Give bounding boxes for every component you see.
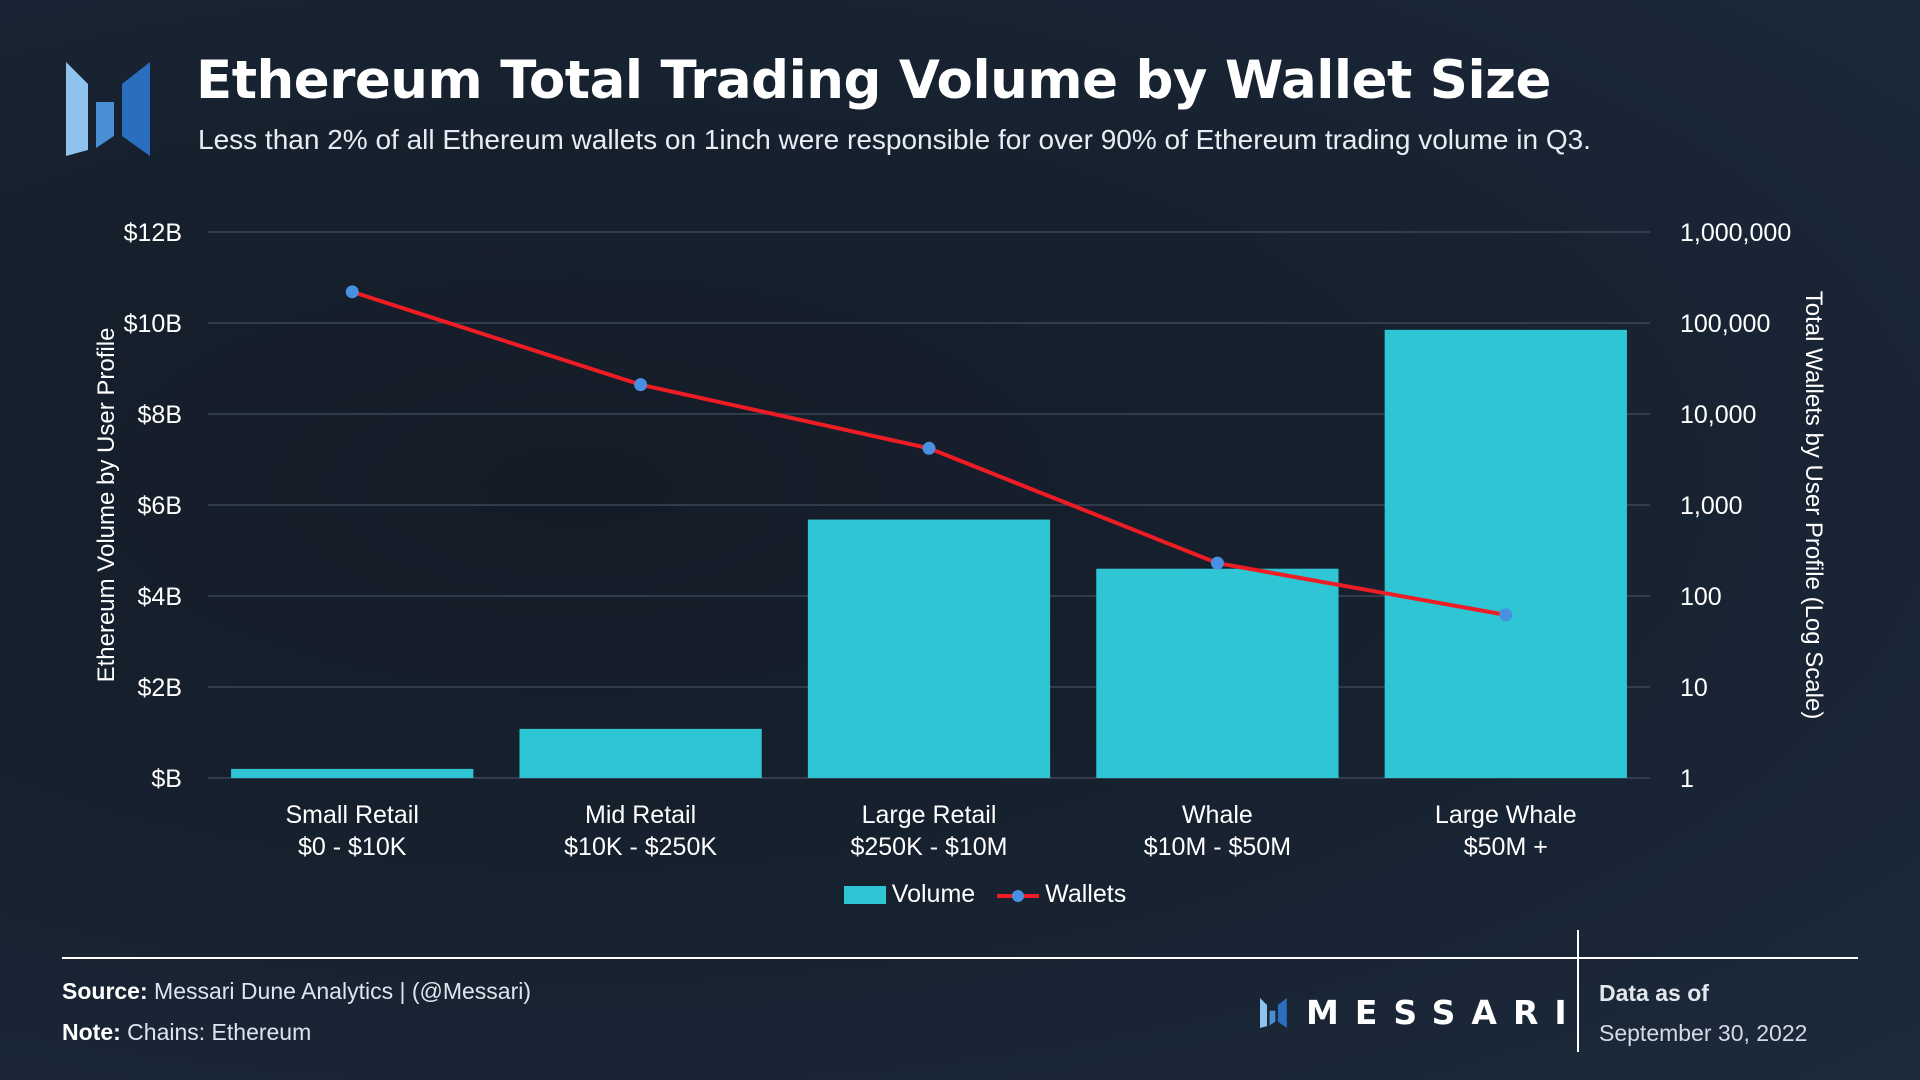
messari-small-logo-icon xyxy=(1260,997,1287,1028)
source-label: Source: xyxy=(62,978,148,1004)
chart-subtitle: Less than 2% of all Ethereum wallets on … xyxy=(198,124,1591,155)
y2-tick-label: 10 xyxy=(1680,674,1708,702)
y-tick-label: $8B xyxy=(138,401,182,429)
y2-tick-label: 1,000 xyxy=(1680,492,1743,520)
wallets-point xyxy=(1499,608,1513,622)
legend-item-wallets: Wallets xyxy=(997,880,1126,909)
data-as-of-date: September 30, 2022 xyxy=(1599,1020,1808,1046)
chart-title: Ethereum Total Trading Volume by Wallet … xyxy=(196,50,1551,111)
brand-logo: MESSARI xyxy=(1258,993,1583,1032)
x-tick-label: Large Retail xyxy=(862,801,997,829)
legend-label-volume: Volume xyxy=(891,880,976,908)
volume-bar xyxy=(1384,329,1627,778)
wallets-point xyxy=(922,441,936,455)
x-tick-label: $250K - $10M xyxy=(850,833,1007,861)
x-tick-label: $50M + xyxy=(1464,833,1548,861)
x-tick-label: Mid Retail xyxy=(585,801,696,829)
footer-vertical-divider xyxy=(1577,930,1579,1052)
y-tick-label: $10B xyxy=(124,310,182,338)
brand-name: MESSARI xyxy=(1306,993,1583,1032)
note-text: Chains: Ethereum xyxy=(120,1019,312,1045)
x-tick-label: $0 - $10K xyxy=(298,833,407,861)
x-tick-label: $10M - $50M xyxy=(1144,833,1291,861)
x-tick-label: $10K - $250K xyxy=(564,833,717,861)
y2-tick-label: 1,000,000 xyxy=(1680,219,1791,247)
y2-axis-title: Total Wallets by User Profile (Log Scale… xyxy=(1800,291,1827,720)
y-tick-label: $6B xyxy=(138,492,182,520)
y2-tick-label: 100,000 xyxy=(1680,310,1770,338)
y-tick-label: $2B xyxy=(138,674,182,702)
messari-logo-icon xyxy=(66,62,150,156)
wallets-point xyxy=(634,378,648,392)
y-tick-label: $12B xyxy=(124,219,182,247)
x-tick-label: Large Whale xyxy=(1435,801,1577,829)
legend-swatch-wallets xyxy=(997,886,1040,904)
wallets-point xyxy=(345,285,359,299)
y-axis-title: Ethereum Volume by User Profile xyxy=(93,328,120,683)
legend-swatch-volume xyxy=(843,885,886,904)
note-label: Note: xyxy=(62,1019,121,1045)
x-tick-label: Small Retail xyxy=(286,801,419,829)
volume-bar xyxy=(807,519,1051,778)
x-tick-label: Whale xyxy=(1182,801,1253,829)
volume-bar xyxy=(231,768,474,778)
data-as-of-label: Data as of xyxy=(1599,980,1709,1006)
legend-item-volume: Volume xyxy=(843,880,976,909)
source-text: Messari Dune Analytics | (@Messari) xyxy=(147,978,532,1004)
volume-bar xyxy=(519,728,762,778)
volume-bar xyxy=(1096,568,1339,778)
footer-divider xyxy=(62,957,1858,959)
wallets-point xyxy=(1210,556,1224,570)
y2-tick-label: 10,000 xyxy=(1680,401,1756,429)
note-line: Note: Chains: Ethereum xyxy=(62,1019,311,1046)
y2-tick-label: 100 xyxy=(1680,583,1722,611)
y2-tick-label: 1 xyxy=(1680,765,1694,793)
y-tick-label: $4B xyxy=(138,583,182,611)
y-tick-label: $B xyxy=(151,765,182,793)
legend-label-wallets: Wallets xyxy=(1045,880,1127,908)
chart-legend: Volume Wallets xyxy=(0,880,1920,909)
chart-canvas: $B $2B $4B $6B $8B $10B $12B 1 10 100 1,000 10,000 1… xyxy=(93,219,1827,861)
source-line: Source: Messari Dune Analytics | (@Messa… xyxy=(62,978,531,1005)
